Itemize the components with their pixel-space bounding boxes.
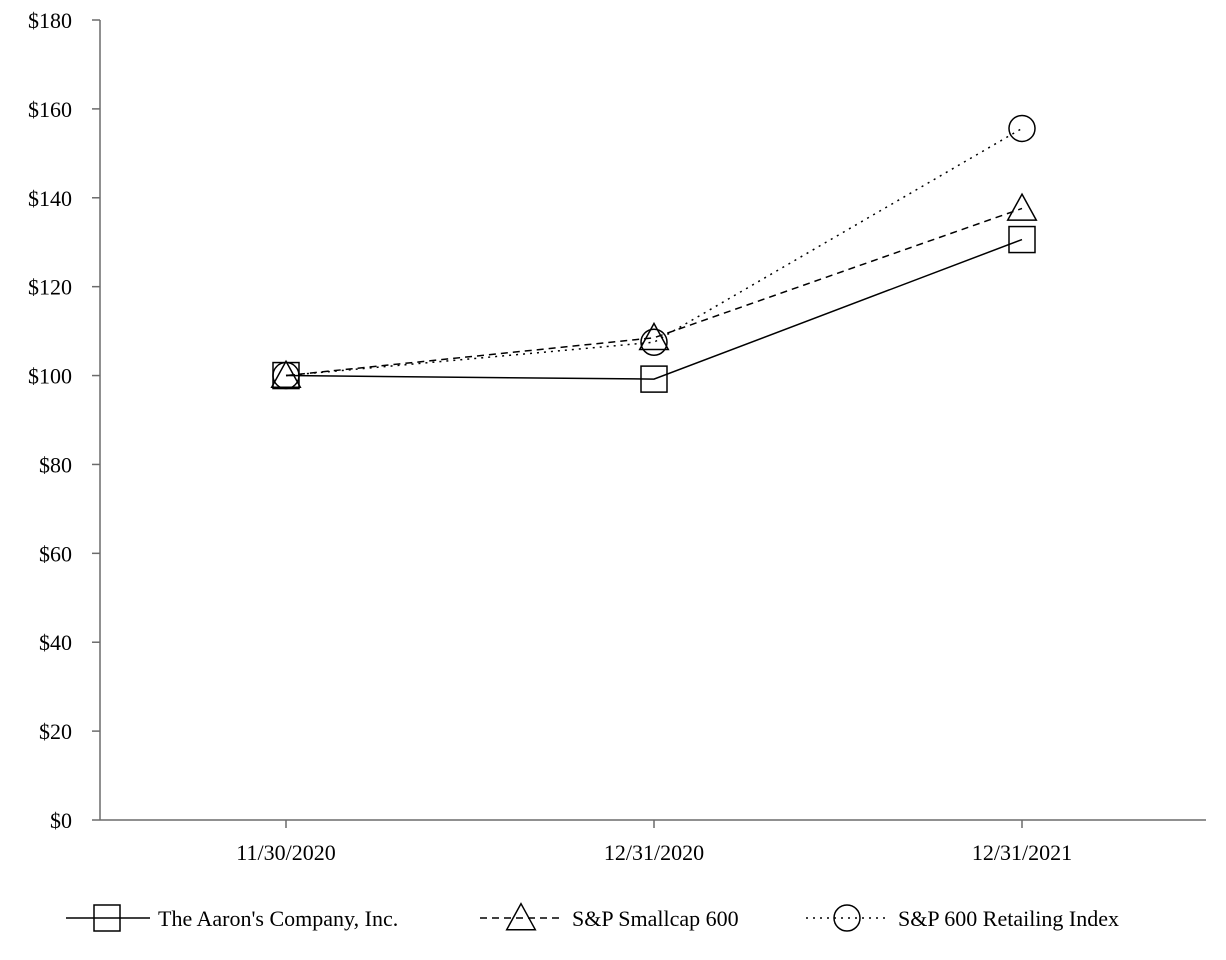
series-circle (272, 114, 1036, 390)
y-tick-label: $60 (39, 541, 72, 566)
data-point-circle (1008, 114, 1036, 143)
legend-item: S&P Smallcap 600 (480, 902, 739, 931)
legend-marker-triangle (505, 902, 537, 931)
y-tick-label: $120 (28, 275, 72, 300)
y-axis: $0 $20 $40 $60 $80 $100 $120 $140 $160 $180 (28, 8, 101, 833)
data-point-triangle (638, 321, 670, 351)
data-point-triangle (1006, 192, 1038, 221)
y-tick-label: $80 (39, 452, 72, 477)
legend-item: The Aaron's Company, Inc. (66, 904, 398, 932)
x-tick-label: 11/30/2020 (236, 840, 335, 865)
legend-label: The Aaron's Company, Inc. (158, 906, 398, 931)
legend-marker-square (93, 904, 121, 932)
data-point-circle (272, 361, 300, 390)
x-tick-label: 12/31/2021 (972, 840, 1072, 865)
data-point-circle (640, 328, 668, 356)
series-triangle (270, 192, 1038, 389)
y-tick-label: $140 (28, 186, 72, 211)
series-line (285, 238, 1023, 380)
x-axis: 11/30/2020 12/31/2020 12/31/2021 (100, 819, 1206, 865)
y-tick-label: $180 (28, 8, 72, 33)
series-line (285, 127, 1023, 377)
legend-item: S&P 600 Retailing Index (806, 904, 1119, 932)
y-tick-label: $100 (28, 364, 72, 389)
legend: The Aaron's Company, Inc. S&P Smallcap 60… (66, 902, 1119, 932)
legend-label: S&P 600 Retailing Index (898, 906, 1119, 931)
y-tick-label: $0 (50, 808, 72, 833)
series-group (270, 114, 1038, 393)
series-line (285, 207, 1023, 377)
data-point-square (1008, 225, 1036, 254)
data-point-square (640, 365, 668, 393)
legend-marker-circle (833, 904, 861, 932)
y-tick-label: $40 (39, 630, 72, 655)
series-square (272, 225, 1036, 393)
y-tick-label: $20 (39, 719, 72, 744)
legend-label: S&P Smallcap 600 (572, 906, 739, 931)
x-tick-label: 12/31/2020 (604, 840, 704, 865)
y-tick-label: $160 (28, 97, 72, 122)
